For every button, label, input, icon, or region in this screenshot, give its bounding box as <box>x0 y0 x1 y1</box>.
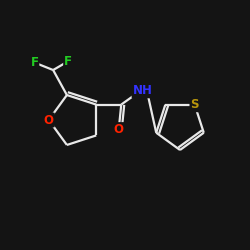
Text: S: S <box>190 98 199 111</box>
Text: O: O <box>44 114 54 126</box>
Text: O: O <box>114 123 124 136</box>
Text: F: F <box>30 56 38 69</box>
Text: F: F <box>64 55 72 68</box>
Text: NH: NH <box>132 84 152 97</box>
